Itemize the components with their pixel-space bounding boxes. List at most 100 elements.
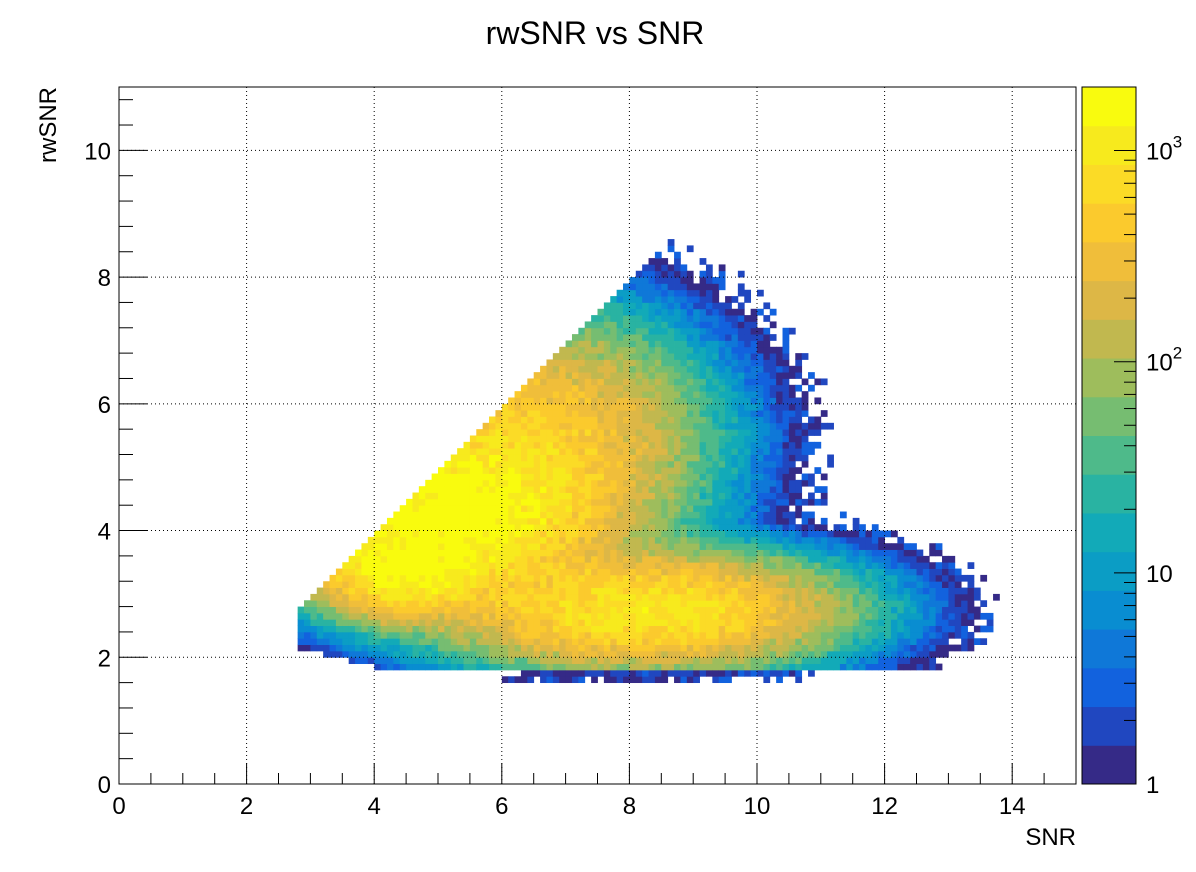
- heatmap-bin: [406, 543, 413, 550]
- heatmap-bin: [546, 631, 554, 639]
- heatmap-bin: [495, 562, 503, 569]
- heatmap-bin: [623, 340, 630, 348]
- heatmap-bin: [814, 397, 822, 405]
- heatmap-bin: [788, 486, 796, 493]
- heatmap-bin: [629, 467, 637, 474]
- heatmap-bin: [616, 289, 624, 297]
- heatmap-bin: [654, 327, 662, 335]
- heatmap-bin: [871, 524, 879, 531]
- heatmap-bin: [654, 581, 662, 588]
- heatmap-bin: [763, 334, 771, 341]
- heatmap-bin: [489, 562, 496, 569]
- heatmap-bin: [597, 581, 605, 588]
- heatmap-bin: [444, 536, 452, 544]
- heatmap-bin: [693, 562, 700, 569]
- heatmap-bin: [578, 606, 586, 614]
- heatmap-bin: [833, 612, 841, 620]
- heatmap-bin: [680, 289, 688, 297]
- heatmap-bin: [501, 562, 509, 569]
- heatmap-bin: [597, 657, 605, 665]
- heatmap-bin: [367, 606, 375, 614]
- heatmap-bin: [725, 549, 732, 557]
- heatmap-bin: [878, 587, 885, 595]
- heatmap-bin: [693, 327, 700, 335]
- heatmap-bin: [712, 600, 720, 607]
- colorbar-segment: [1082, 512, 1136, 553]
- heatmap-bin: [929, 562, 937, 569]
- heatmap-bin: [642, 676, 649, 684]
- heatmap-bin: [571, 410, 579, 417]
- heatmap-bin: [661, 391, 669, 398]
- heatmap-bin: [929, 549, 937, 557]
- heatmap-bin: [450, 593, 458, 601]
- heatmap-bin: [725, 581, 732, 588]
- heatmap-bin: [591, 517, 598, 525]
- heatmap-bin: [642, 530, 649, 538]
- heatmap-bin: [380, 593, 388, 601]
- heatmap-bin: [559, 600, 566, 607]
- heatmap-bin: [571, 669, 579, 677]
- heatmap-bin: [865, 612, 873, 620]
- heatmap-bin: [444, 543, 452, 550]
- heatmap-bin: [642, 555, 649, 563]
- heatmap-bin: [827, 530, 834, 538]
- colorbar-segment: [1082, 241, 1136, 282]
- heatmap-bin: [731, 625, 739, 633]
- heatmap-bin: [712, 524, 720, 531]
- heatmap-bin: [450, 625, 458, 633]
- heatmap-bin: [674, 638, 681, 645]
- heatmap-bin: [737, 378, 745, 386]
- heatmap-bin: [769, 384, 777, 392]
- heatmap-bin: [623, 397, 630, 405]
- heatmap-bin: [533, 524, 541, 531]
- heatmap-bin: [380, 612, 388, 620]
- heatmap-bin: [705, 391, 713, 398]
- heatmap-bin: [737, 460, 745, 468]
- heatmap-bin: [623, 365, 630, 373]
- heatmap-bin: [948, 612, 956, 620]
- heatmap-bin: [540, 505, 547, 512]
- heatmap-bin: [438, 511, 445, 519]
- heatmap-bin: [648, 353, 656, 360]
- heatmap-bin: [540, 498, 547, 506]
- heatmap-bin: [744, 359, 752, 367]
- heatmap-bin: [393, 511, 401, 519]
- heatmap-bin: [788, 429, 796, 436]
- heatmap-bin: [578, 631, 586, 639]
- heatmap-bin: [527, 403, 535, 411]
- heatmap-bin: [597, 562, 605, 569]
- heatmap-bin: [597, 435, 605, 443]
- colorbar-segment: [1082, 396, 1136, 436]
- heatmap-bin: [661, 631, 669, 639]
- heatmap-bin: [629, 334, 637, 341]
- heatmap-bin: [610, 454, 618, 462]
- heatmap-bin: [316, 612, 324, 620]
- heatmap-bin: [661, 384, 669, 392]
- heatmap-bin: [559, 530, 566, 538]
- heatmap-bin: [527, 435, 535, 443]
- heatmap-bin: [731, 448, 739, 455]
- heatmap-bin: [674, 581, 681, 588]
- heatmap-bin: [667, 498, 675, 506]
- heatmap-bin: [654, 422, 662, 430]
- heatmap-bin: [546, 606, 554, 614]
- heatmap-bin: [552, 612, 560, 620]
- heatmap-bin: [380, 619, 388, 626]
- heatmap-bin: [693, 353, 700, 360]
- heatmap-bin: [903, 631, 911, 639]
- heatmap-bin: [514, 562, 522, 569]
- heatmap-bin: [674, 429, 681, 436]
- heatmap-bin: [654, 359, 662, 367]
- heatmap-bin: [776, 511, 783, 519]
- heatmap-bin: [897, 536, 905, 544]
- heatmap-bin: [731, 365, 739, 373]
- heatmap-bin: [686, 467, 694, 474]
- heatmap-bin: [642, 289, 649, 297]
- heatmap-bin: [610, 486, 618, 493]
- heatmap-bin: [386, 650, 394, 658]
- heatmap-bin: [725, 650, 732, 658]
- heatmap-bin: [310, 619, 318, 626]
- heatmap-bin: [744, 372, 752, 379]
- heatmap-bin: [712, 492, 720, 500]
